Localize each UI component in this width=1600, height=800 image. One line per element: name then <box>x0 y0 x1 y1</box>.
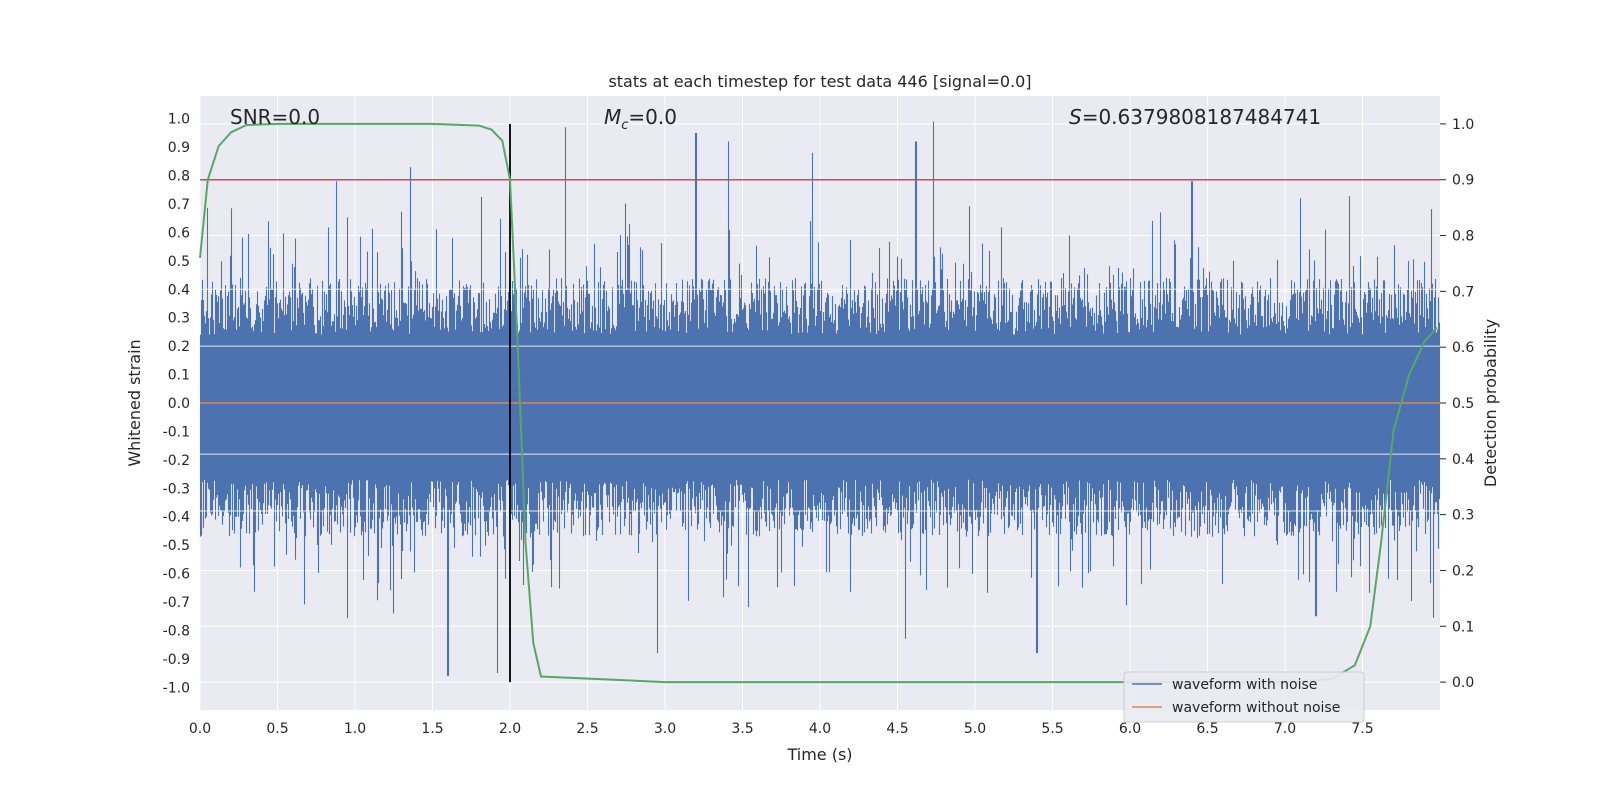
x-tick-label: 2.5 <box>576 721 598 737</box>
x-tick-label: 1.5 <box>421 721 443 737</box>
waveform-dense-band <box>200 340 1440 455</box>
y-left-tick-label: -0.6 <box>163 567 190 583</box>
x-tick-label: 0.5 <box>266 721 288 737</box>
x-tick-label: 6.0 <box>1119 721 1141 737</box>
y-right-tick-label: 0.6 <box>1452 340 1474 356</box>
y-left-tick-label: -1.0 <box>163 680 190 696</box>
y-axis-left-label: Whitened strain <box>125 339 144 466</box>
axis-ticks: 0.0 0.5 1.0 1.5 2.0 2.5 3.0 3.5 4.0 4.5 5.0 5.5 6.0 6… <box>163 112 1475 737</box>
y-left-tick-label: 0.2 <box>168 339 190 355</box>
y-left-tick-label: 0.9 <box>168 140 190 156</box>
y-right-tick-label: 0.9 <box>1452 173 1474 189</box>
x-tick-label: 3.0 <box>654 721 676 737</box>
overlay-lines <box>199 122 1440 684</box>
y-left-tick-label: -0.9 <box>163 652 190 668</box>
y-right-tick-label: 0.1 <box>1452 619 1474 635</box>
legend-box <box>1123 671 1365 723</box>
x-axis-label: Time (s) <box>786 745 852 764</box>
y-right-tick-label: 0.0 <box>1452 675 1474 691</box>
y-right-tick-label: 1.0 <box>1452 117 1474 133</box>
x-tick-label: 1.0 <box>344 721 366 737</box>
snr-annotation: SNR=0.0 <box>230 105 320 129</box>
y-right-tick-label: 0.3 <box>1452 508 1474 524</box>
y-left-tick-label: -0.1 <box>163 424 190 440</box>
y-right-tick-label: 0.5 <box>1452 396 1474 412</box>
chart-title: stats at each timestep for test data 446… <box>608 72 1031 91</box>
waveform-with-noise-series <box>199 121 1441 676</box>
y-axis-right-label: Detection probability <box>1481 319 1500 487</box>
detection-probability-line <box>199 122 1438 684</box>
x-tick-label: 5.5 <box>1041 721 1063 737</box>
y-left-tick-label: -0.2 <box>163 453 190 469</box>
y-left-tick-label: 0.5 <box>168 254 190 270</box>
x-tick-label: 4.5 <box>886 721 908 737</box>
y-left-tick-label: 0.0 <box>168 396 190 412</box>
y-right-tick-label: 0.2 <box>1452 563 1474 579</box>
x-tick-label: 3.5 <box>731 721 753 737</box>
s-annotation: S=0.6379808187484741 <box>1069 105 1321 129</box>
y-left-tick-label: -0.3 <box>163 481 190 497</box>
y-left-tick-label: -0.4 <box>163 510 190 526</box>
x-tick-label: 5.0 <box>964 721 986 737</box>
y-right-tick-label: 0.8 <box>1452 229 1474 245</box>
y-left-tick-label: 0.4 <box>168 282 190 298</box>
x-tick-label: 7.0 <box>1274 721 1296 737</box>
x-tick-label: 7.5 <box>1351 721 1373 737</box>
y-left-tick-label: 0.7 <box>168 197 190 213</box>
y-right-tick-label: 0.7 <box>1452 284 1474 300</box>
x-tick-label: 2.0 <box>499 721 521 737</box>
y-left-tick-label: 0.1 <box>168 368 190 384</box>
x-tick-label: 0.0 <box>189 721 211 737</box>
x-tick-label: 4.0 <box>809 721 831 737</box>
y-left-tick-label: 0.3 <box>168 311 190 327</box>
y-left-tick-label: 0.6 <box>168 225 190 241</box>
legend: waveform with noise waveform without noi… <box>1123 671 1365 723</box>
y-left-tick-label: 0.8 <box>168 169 190 185</box>
y-left-tick-label: 1.0 <box>168 112 190 128</box>
legend-noise-label: waveform with noise <box>1172 677 1317 693</box>
x-tick-label: 6.5 <box>1196 721 1218 737</box>
y-left-tick-label: -0.7 <box>163 595 190 611</box>
y-right-tick-label: 0.4 <box>1452 452 1474 468</box>
legend-clean-label: waveform without noise <box>1172 700 1340 716</box>
y-left-tick-label: -0.8 <box>163 623 190 639</box>
chirp-mass-annotation: Mc=0.0 <box>604 105 677 133</box>
y-left-tick-label: -0.5 <box>163 538 190 554</box>
